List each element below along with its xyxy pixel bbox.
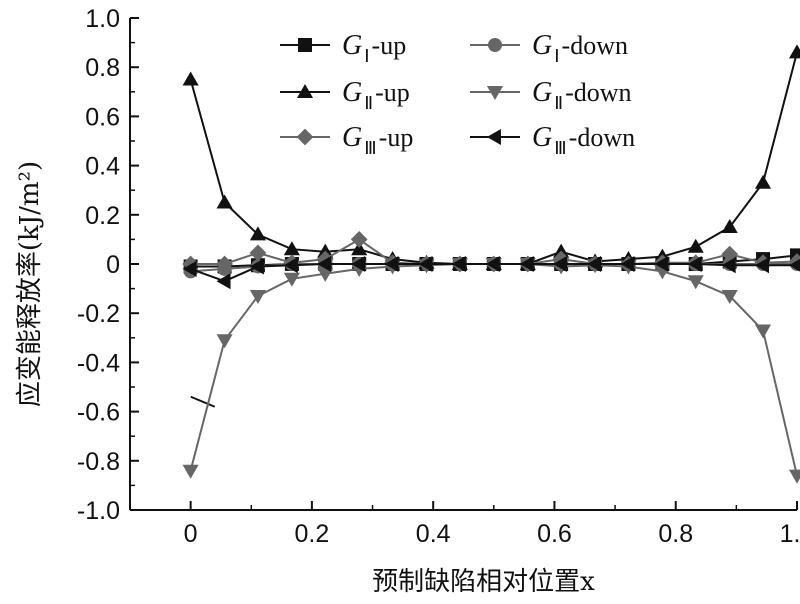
- data-point: [351, 255, 366, 273]
- y-axis-title: 应变能释放率(kJ/m²): [15, 161, 45, 407]
- legend-label: G Ⅱ-up: [342, 77, 410, 113]
- data-point: [317, 267, 334, 282]
- data-point: [216, 273, 231, 290]
- y-tick-label: 1.0: [85, 5, 120, 33]
- data-point: [316, 250, 334, 268]
- data-point: [788, 44, 800, 59]
- series-GII-up: [182, 44, 800, 270]
- data-point: [587, 255, 602, 273]
- data-point: [485, 255, 500, 273]
- legend-marker: [486, 128, 501, 146]
- series-GII-down: [182, 258, 800, 484]
- data-point: [721, 257, 736, 274]
- x-tick-label: 0: [184, 520, 198, 548]
- y-tick-label: -0.8: [77, 448, 120, 476]
- legend-item: G Ⅰ-down: [470, 30, 628, 66]
- data-point: [687, 255, 702, 273]
- data-point: [553, 255, 568, 273]
- data-point: [519, 255, 534, 273]
- legend-marker: [486, 86, 504, 101]
- data-point: [249, 244, 267, 262]
- legend-item: G Ⅱ-down: [470, 77, 632, 113]
- axes: -1.0 -0.8 -0.6 -0.4 -0.2 0 0.2 0.4 0.6 0.8 1.0 0 0.2…: [77, 5, 800, 548]
- legend: G Ⅰ-up G Ⅰ-down G Ⅱ-up G Ⅱ-down G Ⅲ-up G Ⅲ-down: [280, 30, 635, 158]
- y-tick-label: 0.4: [85, 153, 120, 181]
- y-tick-label: 0.2: [85, 202, 120, 230]
- series-line: [189, 52, 798, 265]
- data-point: [687, 275, 704, 290]
- data-point: [788, 258, 800, 272]
- data-point: [182, 464, 199, 479]
- data-point: [654, 255, 669, 273]
- data-point: [620, 255, 635, 273]
- data-point: [182, 260, 197, 277]
- data-point: [418, 255, 433, 273]
- data-point: [283, 241, 300, 256]
- data-point: [317, 243, 334, 258]
- legend-label: G Ⅲ-up: [342, 122, 413, 158]
- data-point: [283, 257, 298, 274]
- data-point: [553, 243, 570, 258]
- data-point: [216, 334, 233, 349]
- legend-item: G Ⅲ-up: [280, 122, 413, 158]
- data-point: [788, 469, 800, 484]
- data-point: [754, 324, 772, 339]
- legend-item: G Ⅱ-up: [280, 77, 410, 113]
- data-point: [249, 226, 266, 241]
- legend-marker: [296, 128, 314, 146]
- legend-label: G Ⅱ-down: [532, 77, 632, 113]
- legend-marker: [298, 38, 312, 52]
- data-point: [216, 255, 233, 273]
- data-point: [754, 174, 772, 189]
- x-tick-label: 0.4: [416, 520, 451, 548]
- data-point: [451, 255, 466, 273]
- data-point: [721, 219, 738, 234]
- series-layer: [182, 44, 800, 484]
- y-tick-label: -0.2: [77, 300, 120, 328]
- data-point: [249, 258, 264, 275]
- y-tick-label: -0.6: [77, 399, 120, 427]
- x-tick-label: 1.0: [780, 520, 800, 548]
- data-point: [384, 255, 399, 273]
- y-tick-label: 0: [106, 251, 120, 279]
- data-point: [216, 194, 233, 209]
- x-tick-label: 0.6: [537, 520, 572, 548]
- y-tick-label: -1.0: [77, 497, 120, 525]
- data-point: [721, 290, 738, 305]
- legend-marker: [488, 38, 502, 52]
- legend-label: G Ⅲ-down: [532, 122, 635, 158]
- data-point: [351, 241, 368, 256]
- y-tick-label: -0.4: [77, 349, 120, 377]
- legend-item: G Ⅲ-down: [470, 122, 635, 158]
- x-tick-label: 0.8: [658, 520, 693, 548]
- y-tick-label: 0.8: [85, 54, 120, 82]
- series-GIII-down: [182, 255, 800, 290]
- data-point: [317, 255, 332, 273]
- y-tick-label: 0.6: [85, 103, 120, 131]
- series-line: [189, 263, 798, 476]
- legend-item: G Ⅰ-up: [280, 30, 406, 66]
- data-point: [249, 290, 266, 305]
- legend-label: G Ⅰ-up: [342, 30, 406, 66]
- data-point: [182, 255, 200, 273]
- legend-marker: [296, 83, 314, 98]
- data-point: [283, 272, 300, 287]
- x-axis-title: 预制缺陷相对位置x: [372, 567, 595, 597]
- x-tick-label: 0.2: [295, 520, 330, 548]
- data-point: [350, 231, 368, 248]
- data-point: [687, 238, 704, 253]
- data-point: [754, 257, 769, 274]
- legend-label: G Ⅰ-down: [532, 30, 628, 66]
- data-point: [182, 71, 199, 86]
- break-mark: [190, 395, 216, 408]
